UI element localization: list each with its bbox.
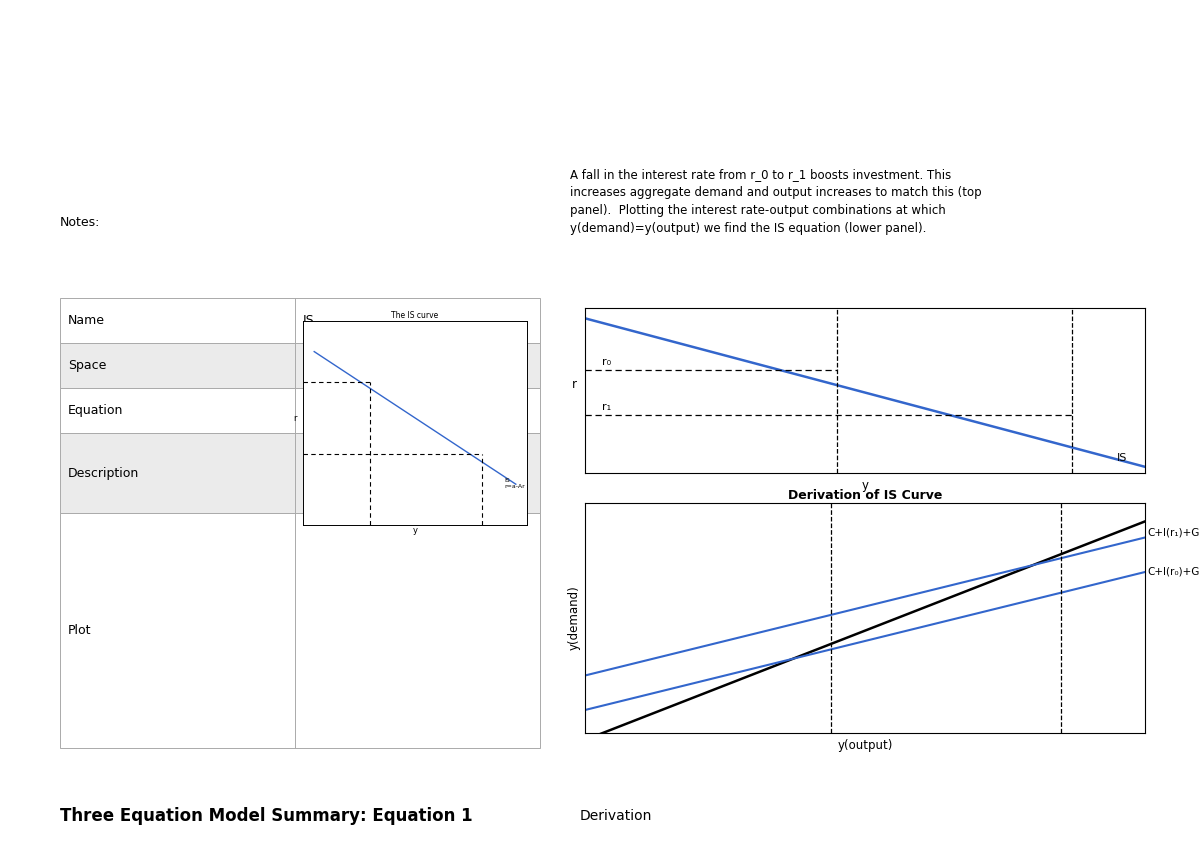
Y-axis label: r: r: [571, 377, 576, 390]
Text: Name: Name: [68, 314, 106, 327]
Y-axis label: y(demand): y(demand): [568, 586, 581, 650]
Text: r₀: r₀: [601, 357, 611, 367]
Text: IS: IS: [302, 314, 314, 327]
Text: Description: Description: [68, 466, 139, 479]
Text: Output and interest rates at which: Output and interest rates at which: [302, 466, 520, 479]
Bar: [60, 298, 540, 343]
Title: The IS curve: The IS curve: [391, 311, 439, 321]
X-axis label: y: y: [862, 478, 869, 492]
Text: C+I(r₁)+G: C+I(r₁)+G: [1148, 528, 1200, 538]
Text: r=a-Ay: r=a-Ay: [302, 404, 346, 417]
Text: r₁: r₁: [601, 402, 611, 412]
Text: everything produced is consumed: everything produced is consumed: [302, 494, 516, 506]
Title: Derivation of IS Curve: Derivation of IS Curve: [788, 488, 942, 502]
Text: C+I(r₀)+G: C+I(r₀)+G: [1148, 567, 1200, 577]
X-axis label: y(output): y(output): [838, 739, 893, 751]
Bar: [60, 513, 540, 748]
Text: Three Equation Model Summary: Equation 1: Three Equation Model Summary: Equation 1: [60, 807, 473, 825]
Bar: [60, 343, 540, 388]
Text: Plot: Plot: [68, 624, 91, 637]
Text: IS: IS: [1117, 453, 1127, 463]
Text: Derivation: Derivation: [580, 809, 653, 823]
Bar: [60, 433, 540, 513]
Text: Goods market equilibrium: Goods market equilibrium: [302, 440, 466, 453]
Text: Space: Space: [68, 359, 107, 372]
X-axis label: y: y: [413, 527, 418, 535]
Text: A fall in the interest rate from r_0 to r_1 boosts investment. This
increases ag: A fall in the interest rate from r_0 to …: [570, 168, 982, 235]
Text: IS
r=a-Ar: IS r=a-Ar: [505, 478, 526, 489]
Text: Notes:: Notes:: [60, 216, 101, 229]
Y-axis label: r: r: [293, 414, 296, 423]
Text: (y,r) (output, real interest): (y,r) (output, real interest): [302, 359, 468, 372]
Text: Equation: Equation: [68, 404, 124, 417]
Bar: [60, 388, 540, 433]
